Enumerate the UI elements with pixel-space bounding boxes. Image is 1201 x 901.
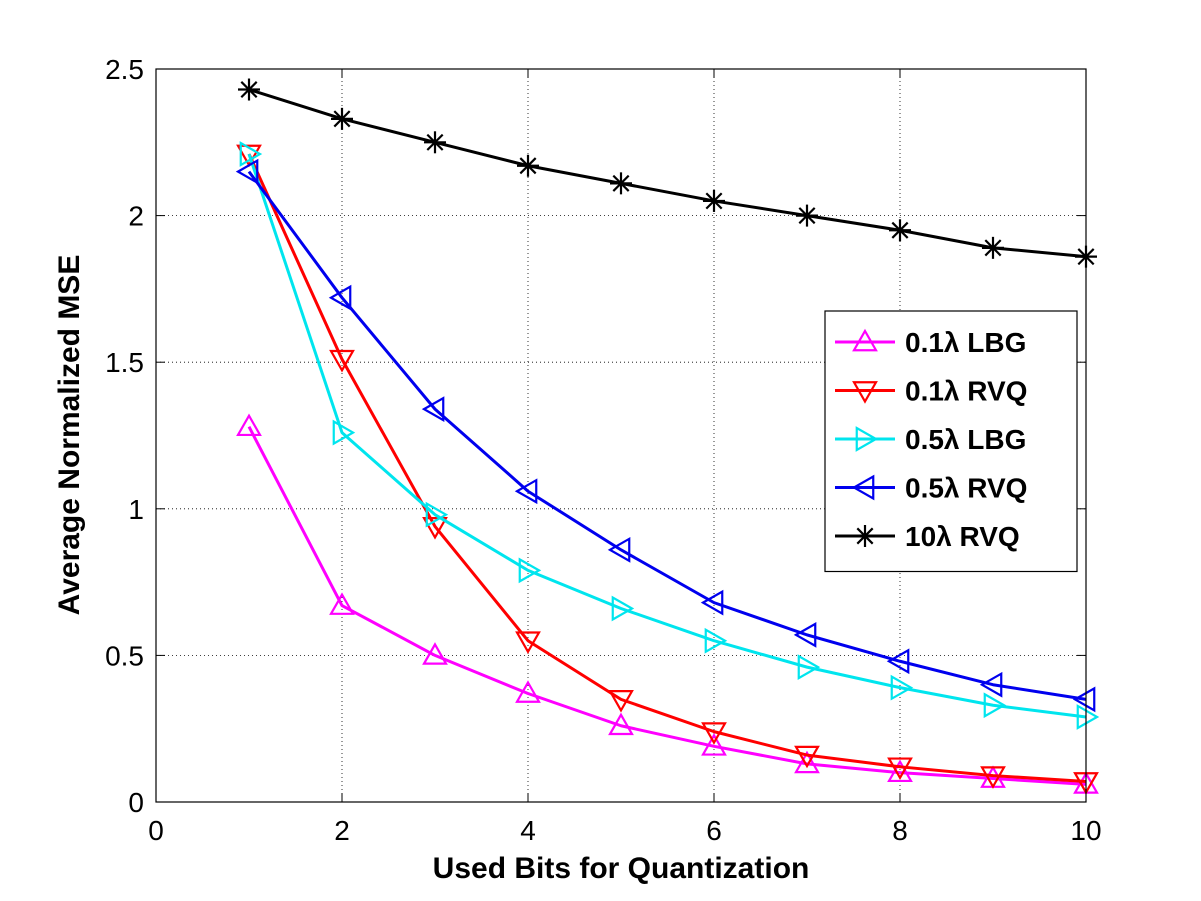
data-point-marker [704, 627, 728, 654]
data-point-marker-stroke [705, 192, 723, 210]
data-point-marker [421, 396, 445, 423]
legend-marker [855, 426, 879, 452]
data-point-marker [236, 144, 262, 168]
legend-label: 0.5λ RVQ [905, 473, 1027, 504]
series-line-2 [247, 153, 1087, 719]
data-point-marker [328, 284, 352, 311]
data-point-marker [331, 107, 353, 130]
data-point-marker [235, 158, 259, 185]
series-line-4 [248, 88, 1087, 259]
x-tick-label: 10 [1070, 815, 1101, 846]
legend-marker [851, 474, 875, 501]
x-tick-label: 8 [892, 815, 908, 846]
series-3 [235, 158, 1096, 713]
data-point-marker [610, 172, 632, 195]
data-point-marker [979, 671, 1003, 698]
grid-lines [156, 69, 1086, 802]
x-tick-label: 2 [334, 815, 350, 846]
data-point-marker-stroke [240, 81, 258, 99]
data-point-marker [611, 595, 635, 622]
axis-ticks: 0 2 4 6 8 10 0 0.5 1 1.5 2 2.5 [105, 54, 1102, 846]
legend-label: 0.1λ LBG [905, 327, 1026, 358]
x-axis-title: Used Bits for Quantization [433, 852, 810, 885]
x-tick-label: 6 [706, 815, 722, 846]
data-point-marker [422, 642, 448, 665]
y-tick-label: 1.5 [105, 347, 144, 378]
data-point-marker [515, 631, 541, 654]
legend-marker [852, 381, 878, 404]
data-point-marker [422, 517, 448, 540]
data-point-marker [887, 759, 913, 783]
data-point-marker-stroke [612, 174, 630, 192]
data-point-marker [236, 413, 262, 437]
data-point-marker [886, 648, 910, 675]
x-tick-label: 4 [520, 815, 536, 846]
data-point-marker [514, 478, 538, 505]
x-tick-label: 0 [148, 815, 164, 846]
data-point-marker [794, 750, 820, 774]
data-point-marker-stroke [333, 110, 351, 128]
data-point-marker [607, 536, 631, 563]
data-point-marker [329, 349, 355, 373]
data-point-marker [982, 236, 1004, 259]
legend-label: 0.1λ RVQ [905, 376, 1027, 407]
legend-label: 10λ RVQ [905, 521, 1020, 552]
data-point-marker [890, 674, 914, 701]
series-4 [238, 78, 1097, 268]
data-point-marker [796, 204, 818, 227]
legend-marker [852, 328, 878, 352]
legend-marker-stroke [856, 527, 874, 545]
series-line-0 [247, 426, 1087, 786]
data-point-marker [701, 722, 727, 745]
data-point-marker [238, 78, 260, 101]
data-point-marker [424, 131, 446, 154]
series-2 [239, 141, 1100, 730]
data-point-marker [425, 501, 449, 528]
data-point-marker [608, 712, 634, 736]
y-tick-label: 2.5 [105, 54, 144, 85]
series-line-1 [247, 153, 1087, 783]
series-line-3 [247, 170, 1087, 701]
data-point-marker [517, 154, 539, 177]
legend-marker [854, 525, 876, 547]
data-point-marker [515, 680, 541, 703]
data-point-marker [332, 419, 356, 446]
legend-label: 0.5λ LBG [905, 424, 1026, 455]
data-point-marker-stroke [426, 133, 444, 151]
data-point-marker [700, 589, 724, 616]
y-tick-label: 1 [128, 494, 144, 525]
plot-frame [155, 68, 1087, 803]
data-point-marker [1072, 686, 1096, 713]
data-point-marker [239, 141, 263, 167]
data-point-marker [793, 621, 817, 648]
data-point-marker [329, 592, 355, 615]
y-tick-label: 0 [128, 787, 144, 818]
y-tick-label: 0.5 [105, 640, 144, 671]
data-point-marker [1076, 704, 1100, 730]
data-point-marker [887, 757, 913, 781]
data-point-marker-stroke [984, 239, 1002, 257]
data-point-marker [703, 189, 725, 212]
data-point-marker [518, 557, 542, 584]
data-point-marker [608, 690, 634, 713]
data-point-marker-stroke [891, 221, 909, 239]
legend-box [824, 310, 1078, 573]
data-point-marker [794, 745, 820, 769]
data-point-marker-stroke [519, 157, 537, 175]
y-axis-title: Average Normalized MSE [53, 255, 86, 616]
data-point-marker [980, 766, 1006, 789]
data-point-marker [983, 692, 1007, 719]
y-tick-label: 2 [128, 201, 144, 232]
data-point-marker [797, 654, 821, 681]
data-point-marker [889, 219, 911, 242]
data-point-marker [701, 733, 727, 756]
data-point-marker-stroke [798, 207, 816, 225]
series-layer [235, 78, 1100, 795]
legend: 0.1λ LBG 0.1λ RVQ 0.5λ LBG 0.5λ RVQ 10λ RVQ [824, 310, 1078, 573]
